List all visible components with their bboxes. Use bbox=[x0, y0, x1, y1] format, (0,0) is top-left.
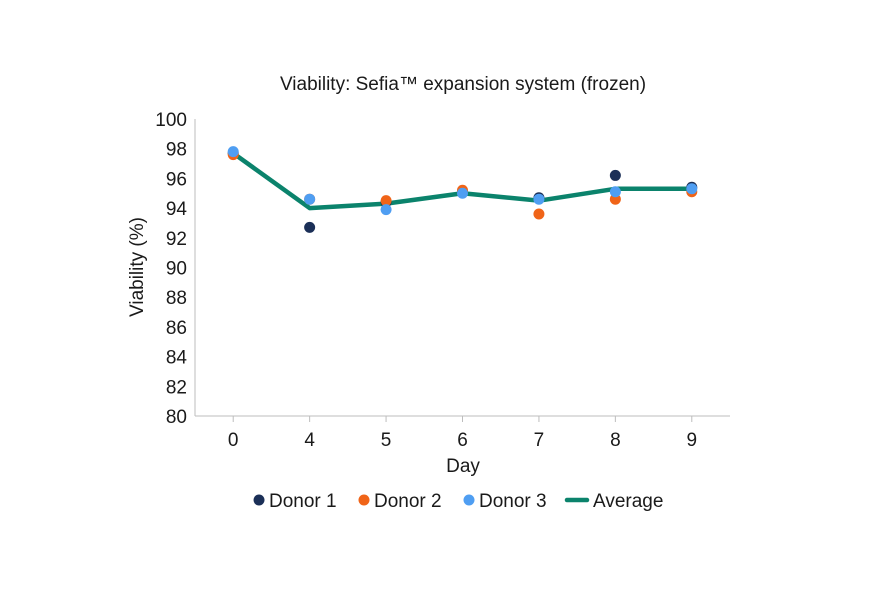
donor-2-point bbox=[533, 208, 545, 220]
legend-label-donor-2: Donor 2 bbox=[374, 491, 442, 512]
y-tick-label: 84 bbox=[166, 348, 188, 369]
y-tick-label: 96 bbox=[166, 169, 187, 190]
x-axis-tick-labels: 0 4 5 6 7 8 9 bbox=[228, 416, 697, 451]
y-axis-label: Viability (%) bbox=[127, 217, 148, 317]
y-tick-label: 98 bbox=[166, 140, 187, 161]
legend-label-donor-1: Donor 1 bbox=[269, 491, 337, 512]
donor-3-point bbox=[227, 146, 239, 158]
plot-series bbox=[227, 146, 698, 233]
y-tick-label: 90 bbox=[166, 259, 187, 280]
donor-3-point bbox=[609, 186, 621, 198]
y-tick-label: 92 bbox=[166, 229, 187, 250]
y-tick-label: 82 bbox=[166, 377, 187, 398]
x-tick-label: 5 bbox=[381, 430, 392, 451]
x-tick-label: 4 bbox=[304, 430, 315, 451]
legend-item-donor-3: Donor 3 bbox=[463, 491, 547, 512]
legend-swatch-donor-3 bbox=[463, 494, 475, 506]
legend-item-donor-2: Donor 2 bbox=[358, 491, 442, 512]
donor-1-point bbox=[304, 221, 316, 233]
donor-3-point bbox=[457, 187, 468, 199]
legend-swatch-donor-1 bbox=[253, 494, 265, 506]
legend-label-donor-3: Donor 3 bbox=[479, 491, 547, 512]
x-axis-label: Day bbox=[446, 456, 480, 477]
x-tick-label: 7 bbox=[534, 430, 545, 451]
donor-3-point bbox=[533, 193, 545, 205]
average-line bbox=[230, 150, 695, 211]
donor-2-point bbox=[380, 195, 392, 207]
chart-title: Viability: Sefia™ expansion system (froz… bbox=[280, 74, 646, 95]
legend-item-donor-1: Donor 1 bbox=[253, 491, 337, 512]
y-tick-label: 88 bbox=[166, 288, 187, 309]
donor-3-point bbox=[380, 204, 392, 216]
legend-swatch-donor-2 bbox=[358, 494, 370, 506]
donor-3-point bbox=[304, 193, 316, 205]
y-tick-label: 80 bbox=[166, 407, 187, 428]
y-tick-label: 94 bbox=[166, 199, 188, 220]
x-tick-label: 8 bbox=[610, 430, 621, 451]
donor-3-point bbox=[686, 183, 698, 195]
y-tick-label: 100 bbox=[155, 110, 187, 131]
y-axis-tick-labels: 80 82 84 86 88 90 92 94 96 98 100 bbox=[155, 110, 187, 428]
legend: Donor 1 Donor 2 Donor 3 Average bbox=[253, 491, 663, 512]
x-tick-label: 6 bbox=[457, 430, 468, 451]
legend-label-average: Average bbox=[593, 491, 663, 512]
x-tick-label: 0 bbox=[228, 430, 239, 451]
x-tick-label: 9 bbox=[686, 430, 697, 451]
donor-1-point bbox=[609, 169, 621, 181]
legend-item-average: Average bbox=[564, 491, 663, 512]
y-tick-label: 86 bbox=[166, 318, 187, 339]
